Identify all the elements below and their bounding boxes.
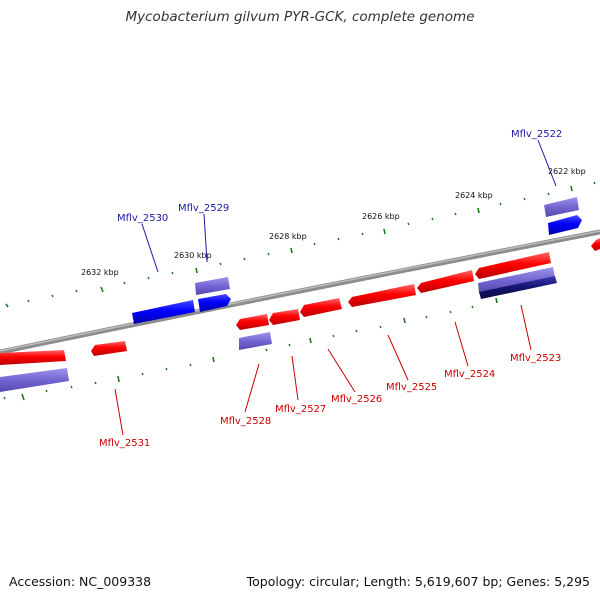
- accession-label: Accession: NC_009338: [9, 574, 152, 589]
- cds-right-edge[interactable]: [591, 238, 600, 251]
- cds-mflv-2530[interactable]: [132, 300, 195, 324]
- feature-2531[interactable]: [0, 368, 69, 392]
- gene-label-mflv-2530: Mflv_2530: [117, 213, 168, 224]
- tick-label-2632: 2632 kbp: [81, 268, 119, 277]
- feature-track: [0, 197, 579, 392]
- reverse-cds-track: [132, 215, 582, 324]
- gene-label-mflv-2523: Mflv_2523: [510, 353, 561, 364]
- feature-2523-dark[interactable]: [479, 276, 557, 299]
- inner-tick-row: [3, 297, 498, 401]
- gene-label-mflv-2526: Mflv_2526: [331, 394, 382, 405]
- feature-2523-light[interactable]: [478, 267, 555, 293]
- feature-2528[interactable]: [239, 332, 272, 350]
- gene-label-mflv-2529: Mflv_2529: [178, 203, 229, 214]
- cds-mflv-2524[interactable]: [417, 270, 474, 293]
- map-title: Mycobacterium gilvum PYR-GCK, complete g…: [125, 9, 475, 25]
- gene-label-mflv-2522: Mflv_2522: [511, 129, 562, 140]
- cds-mflv-2531-left[interactable]: [0, 350, 66, 365]
- cds-mflv-2531[interactable]: [91, 341, 127, 356]
- outer-tick-row: [5, 181, 596, 308]
- tick-label-2624: 2624 kbp: [455, 191, 493, 200]
- cds-mflv-2527[interactable]: [269, 309, 300, 325]
- gene-label-mflv-2531: Mflv_2531: [99, 438, 150, 449]
- tick-label-2630: 2630 kbp: [174, 251, 212, 260]
- topology-label: Topology: circular; Length: 5,619,607 bp…: [246, 574, 590, 589]
- gene-label-mflv-2524: Mflv_2524: [444, 369, 495, 380]
- gene-label-mflv-2525: Mflv_2525: [386, 382, 437, 393]
- feature-2522[interactable]: [544, 197, 579, 217]
- label-leaders: [114, 139, 557, 436]
- tick-label-2622: 2622 kbp: [548, 167, 586, 176]
- genome-backbone: [0, 229, 600, 355]
- tick-label-2626: 2626 kbp: [362, 212, 400, 221]
- cds-mflv-2529[interactable]: [198, 294, 231, 312]
- feature-2529[interactable]: [195, 277, 230, 295]
- cds-mflv-2525[interactable]: [348, 284, 416, 307]
- cds-mflv-2528[interactable]: [236, 314, 269, 330]
- gene-label-mflv-2528: Mflv_2528: [220, 416, 271, 427]
- cds-mflv-2526[interactable]: [300, 298, 342, 317]
- forward-cds-track: [0, 238, 600, 365]
- tick-label-2628: 2628 kbp: [269, 232, 307, 241]
- cds-mflv-2522[interactable]: [548, 215, 582, 235]
- cds-mflv-2523[interactable]: [475, 252, 551, 279]
- gene-label-mflv-2527: Mflv_2527: [275, 404, 326, 415]
